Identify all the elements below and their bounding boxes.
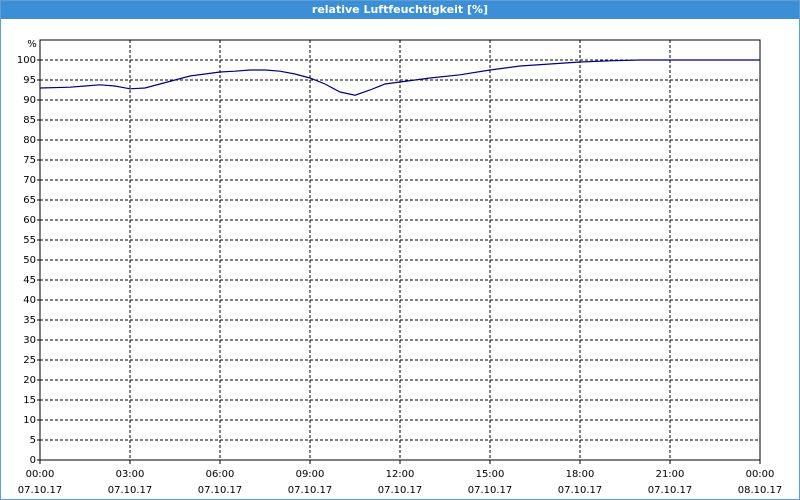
y-tick-label: 40 bbox=[23, 295, 36, 306]
y-tick-label: 80 bbox=[23, 135, 36, 146]
x-tick-label: 03:00 bbox=[116, 469, 145, 480]
y-tick-label: 15 bbox=[23, 395, 36, 406]
y-tick-label: 35 bbox=[23, 315, 36, 326]
y-tick-label: 70 bbox=[23, 175, 36, 186]
title-bar: relative Luftfeuchtigkeit [%] bbox=[1, 1, 799, 19]
x-tick-label: 18:00 bbox=[566, 469, 595, 480]
y-tick-label: 0 bbox=[30, 455, 36, 466]
y-tick-label: 25 bbox=[23, 355, 36, 366]
y-tick-label: 95 bbox=[23, 75, 36, 86]
y-tick-label: 30 bbox=[23, 335, 36, 346]
x-tick-date: 07.10.17 bbox=[288, 485, 333, 496]
y-tick-label: 85 bbox=[23, 115, 36, 126]
y-tick-label: 45 bbox=[23, 275, 36, 286]
data-line bbox=[39, 59, 760, 96]
y-tick-label: 75 bbox=[23, 155, 36, 166]
y-tick-label: 60 bbox=[23, 215, 36, 226]
x-tick-label: 00:00 bbox=[746, 469, 775, 480]
x-tick-date: 08.10.17 bbox=[738, 485, 783, 496]
y-axis-label: % bbox=[27, 39, 37, 50]
y-tick-label: 50 bbox=[23, 255, 36, 266]
y-tick-label: 55 bbox=[23, 235, 36, 246]
y-tick-label: 5 bbox=[30, 435, 36, 446]
x-tick-label: 06:00 bbox=[206, 469, 235, 480]
x-tick-date: 07.10.17 bbox=[108, 485, 153, 496]
x-tick-date: 07.10.17 bbox=[468, 485, 513, 496]
x-tick-label: 21:00 bbox=[656, 469, 685, 480]
x-tick-date: 07.10.17 bbox=[198, 485, 243, 496]
x-tick-label: 09:00 bbox=[296, 469, 325, 480]
x-tick-date: 07.10.17 bbox=[558, 485, 603, 496]
x-tick-label: 12:00 bbox=[386, 469, 415, 480]
plot-frame bbox=[39, 39, 761, 461]
y-tick-label: 20 bbox=[23, 375, 36, 386]
x-tick-date: 07.10.17 bbox=[18, 485, 63, 496]
x-tick-date: 07.10.17 bbox=[648, 485, 693, 496]
y-tick-label: 90 bbox=[23, 95, 36, 106]
x-tick-label: 15:00 bbox=[476, 469, 505, 480]
y-tick-label: 65 bbox=[23, 195, 36, 206]
x-tick-date: 07.10.17 bbox=[378, 485, 423, 496]
y-tick-label: 10 bbox=[23, 415, 36, 426]
y-tick-label: 100 bbox=[17, 55, 36, 66]
x-tick-label: 00:00 bbox=[26, 469, 55, 480]
